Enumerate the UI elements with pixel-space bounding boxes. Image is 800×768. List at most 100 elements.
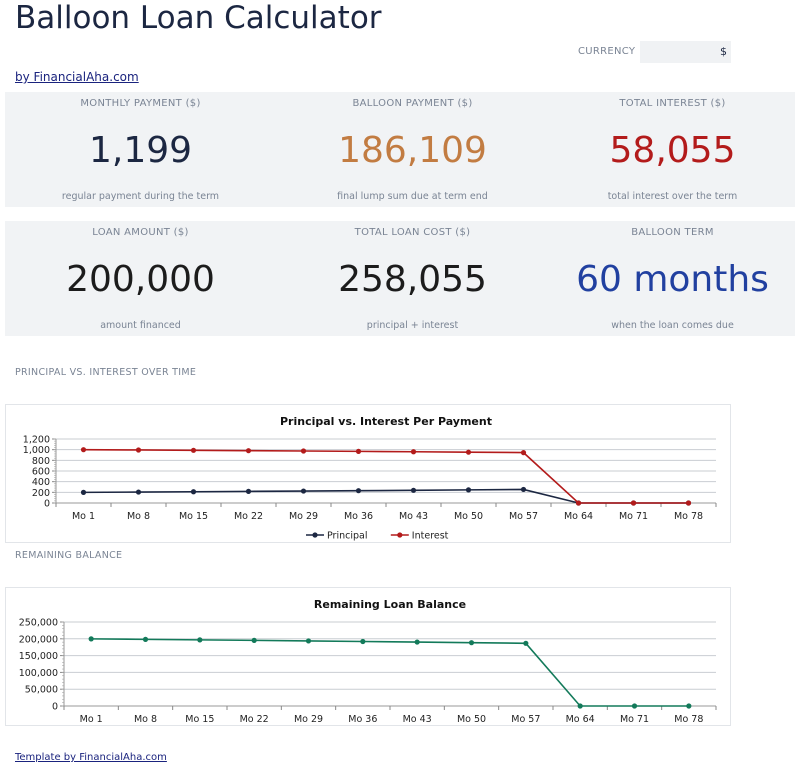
data-point [577,703,583,709]
data-point [135,489,142,495]
data-point [135,447,142,453]
card-label: BALLOON PAYMENT ($) [352,98,473,109]
data-point [360,638,366,645]
card-value: 186,109 [338,130,487,171]
data-point [355,488,362,494]
x-tick-label: Mo 78 [674,714,703,725]
data-point [468,640,475,646]
balloon-term-card: BALLOON TERM 60 months when the loan com… [541,221,800,336]
y-tick-label: 0 [44,499,50,510]
data-point [414,639,420,645]
principal-interest-chart: Principal vs. Interest Per Payment 0 200 40… [5,404,731,543]
data-point [80,489,87,495]
data-point [190,489,197,495]
y-tick-label: 200,000 [19,634,58,645]
x-tick-label: Mo 57 [509,511,538,522]
y-tick-label: 250,000 [19,618,58,629]
card-subtext: principal + interest [366,320,459,331]
legend-label: Interest [412,531,449,542]
x-tick-label: Mo 43 [399,511,428,522]
y-tick-label: 50,000 [25,685,58,696]
card-subtext: when the loan comes due [611,320,734,331]
card-label: TOTAL LOAN COST ($) [354,227,471,238]
card-label: BALLOON TERM [631,227,714,238]
data-point [355,448,362,454]
data-point [685,500,692,506]
data-point [190,447,197,453]
x-tick-label: Mo 71 [620,714,649,725]
card-value: 258,055 [338,259,487,300]
page-title: Balloon Loan Calculator [15,0,382,36]
card-value: 60 months [576,259,769,300]
y-tick-label: 800 [32,456,50,467]
x-tick-label: Mo 78 [674,511,703,522]
data-point [300,448,307,454]
data-point [80,447,87,453]
legend-swatch-dot [312,532,318,538]
chart-title: Principal vs. Interest Per Payment [280,415,492,428]
x-tick-label: Mo 22 [240,714,269,725]
card-label: TOTAL INTEREST ($) [619,98,726,109]
card-subtext: amount financed [100,320,181,331]
data-point [245,488,252,494]
results-row-1: MONTHLY PAYMENT ($) 1,199 regular paymen… [5,92,795,207]
y-tick-label: 400 [32,477,50,488]
remaining-balance-section-label: REMAINING BALANCE [15,550,123,561]
x-tick-label: Mo 50 [454,511,483,522]
x-tick-label: Mo 22 [234,511,263,522]
data-point [575,500,582,506]
x-tick-label: Mo 29 [289,511,318,522]
series-line [91,638,689,707]
principal-interest-section-label: PRINCIPAL VS. INTEREST OVER TIME [15,367,197,378]
card-label: LOAN AMOUNT ($) [92,227,189,238]
x-tick-label: Mo 50 [457,714,486,725]
x-tick-label: Mo 8 [127,511,150,522]
currency-label: CURRENCY [578,46,636,57]
x-tick-label: Mo 1 [80,714,103,725]
x-tick-label: Mo 1 [72,511,95,522]
chart-title: Remaining Loan Balance [314,598,466,611]
remaining-balance-chart-svg: Remaining Loan Balance 0 50,000 100,000 150,… [19,598,717,725]
data-point [245,448,252,454]
y-tick-label: 0 [52,702,58,713]
currency-symbol: $ [720,45,727,58]
series-line [83,488,689,504]
y-tick-label: 150,000 [19,651,58,662]
y-tick-label: 100,000 [19,668,58,679]
data-point [686,703,692,709]
data-point [88,636,94,642]
x-tick-label: Mo 71 [619,511,648,522]
data-point [523,640,529,646]
monthly-payment-card: MONTHLY PAYMENT ($) 1,199 regular paymen… [9,92,272,207]
y-tick-label: 200 [32,488,50,499]
x-tick-label: Mo 15 [185,714,214,725]
data-point [520,450,527,456]
x-tick-label: Mo 36 [348,714,377,725]
y-tick-label: 1,000 [23,445,50,456]
currency-input[interactable]: $ [640,41,731,63]
remaining-balance-chart: Remaining Loan Balance 0 50,000 100,000 150,… [5,587,731,726]
loan-amount-card: LOAN AMOUNT ($) 200,000 amount financed [9,221,272,336]
footer-template-link[interactable]: Template by FinancialAha.com [15,752,167,763]
x-tick-label: Mo 57 [511,714,540,725]
data-point [630,500,637,506]
balloon-payment-card: BALLOON PAYMENT ($) 186,109 final lump s… [281,92,544,207]
principal-interest-chart-svg: Principal vs. Interest Per Payment 020040… [23,415,717,542]
data-point [197,637,203,643]
data-point [410,449,417,455]
y-tick-label: 600 [32,467,50,478]
y-tick-label: 1,200 [23,435,50,446]
data-point [305,638,312,644]
card-value: 1,199 [88,130,193,171]
card-value: 58,055 [609,130,736,171]
data-point [142,636,149,642]
byline-link[interactable]: by FinancialAha.com [15,70,139,84]
data-point [251,637,257,643]
data-point [520,486,527,493]
x-tick-label: Mo 43 [403,714,432,725]
series-line [83,448,689,504]
card-subtext: regular payment during the term [61,191,220,202]
data-point [631,703,638,709]
total-interest-card: TOTAL INTEREST ($) 58,055 total interest… [541,92,800,207]
card-subtext: total interest over the term [607,191,738,202]
